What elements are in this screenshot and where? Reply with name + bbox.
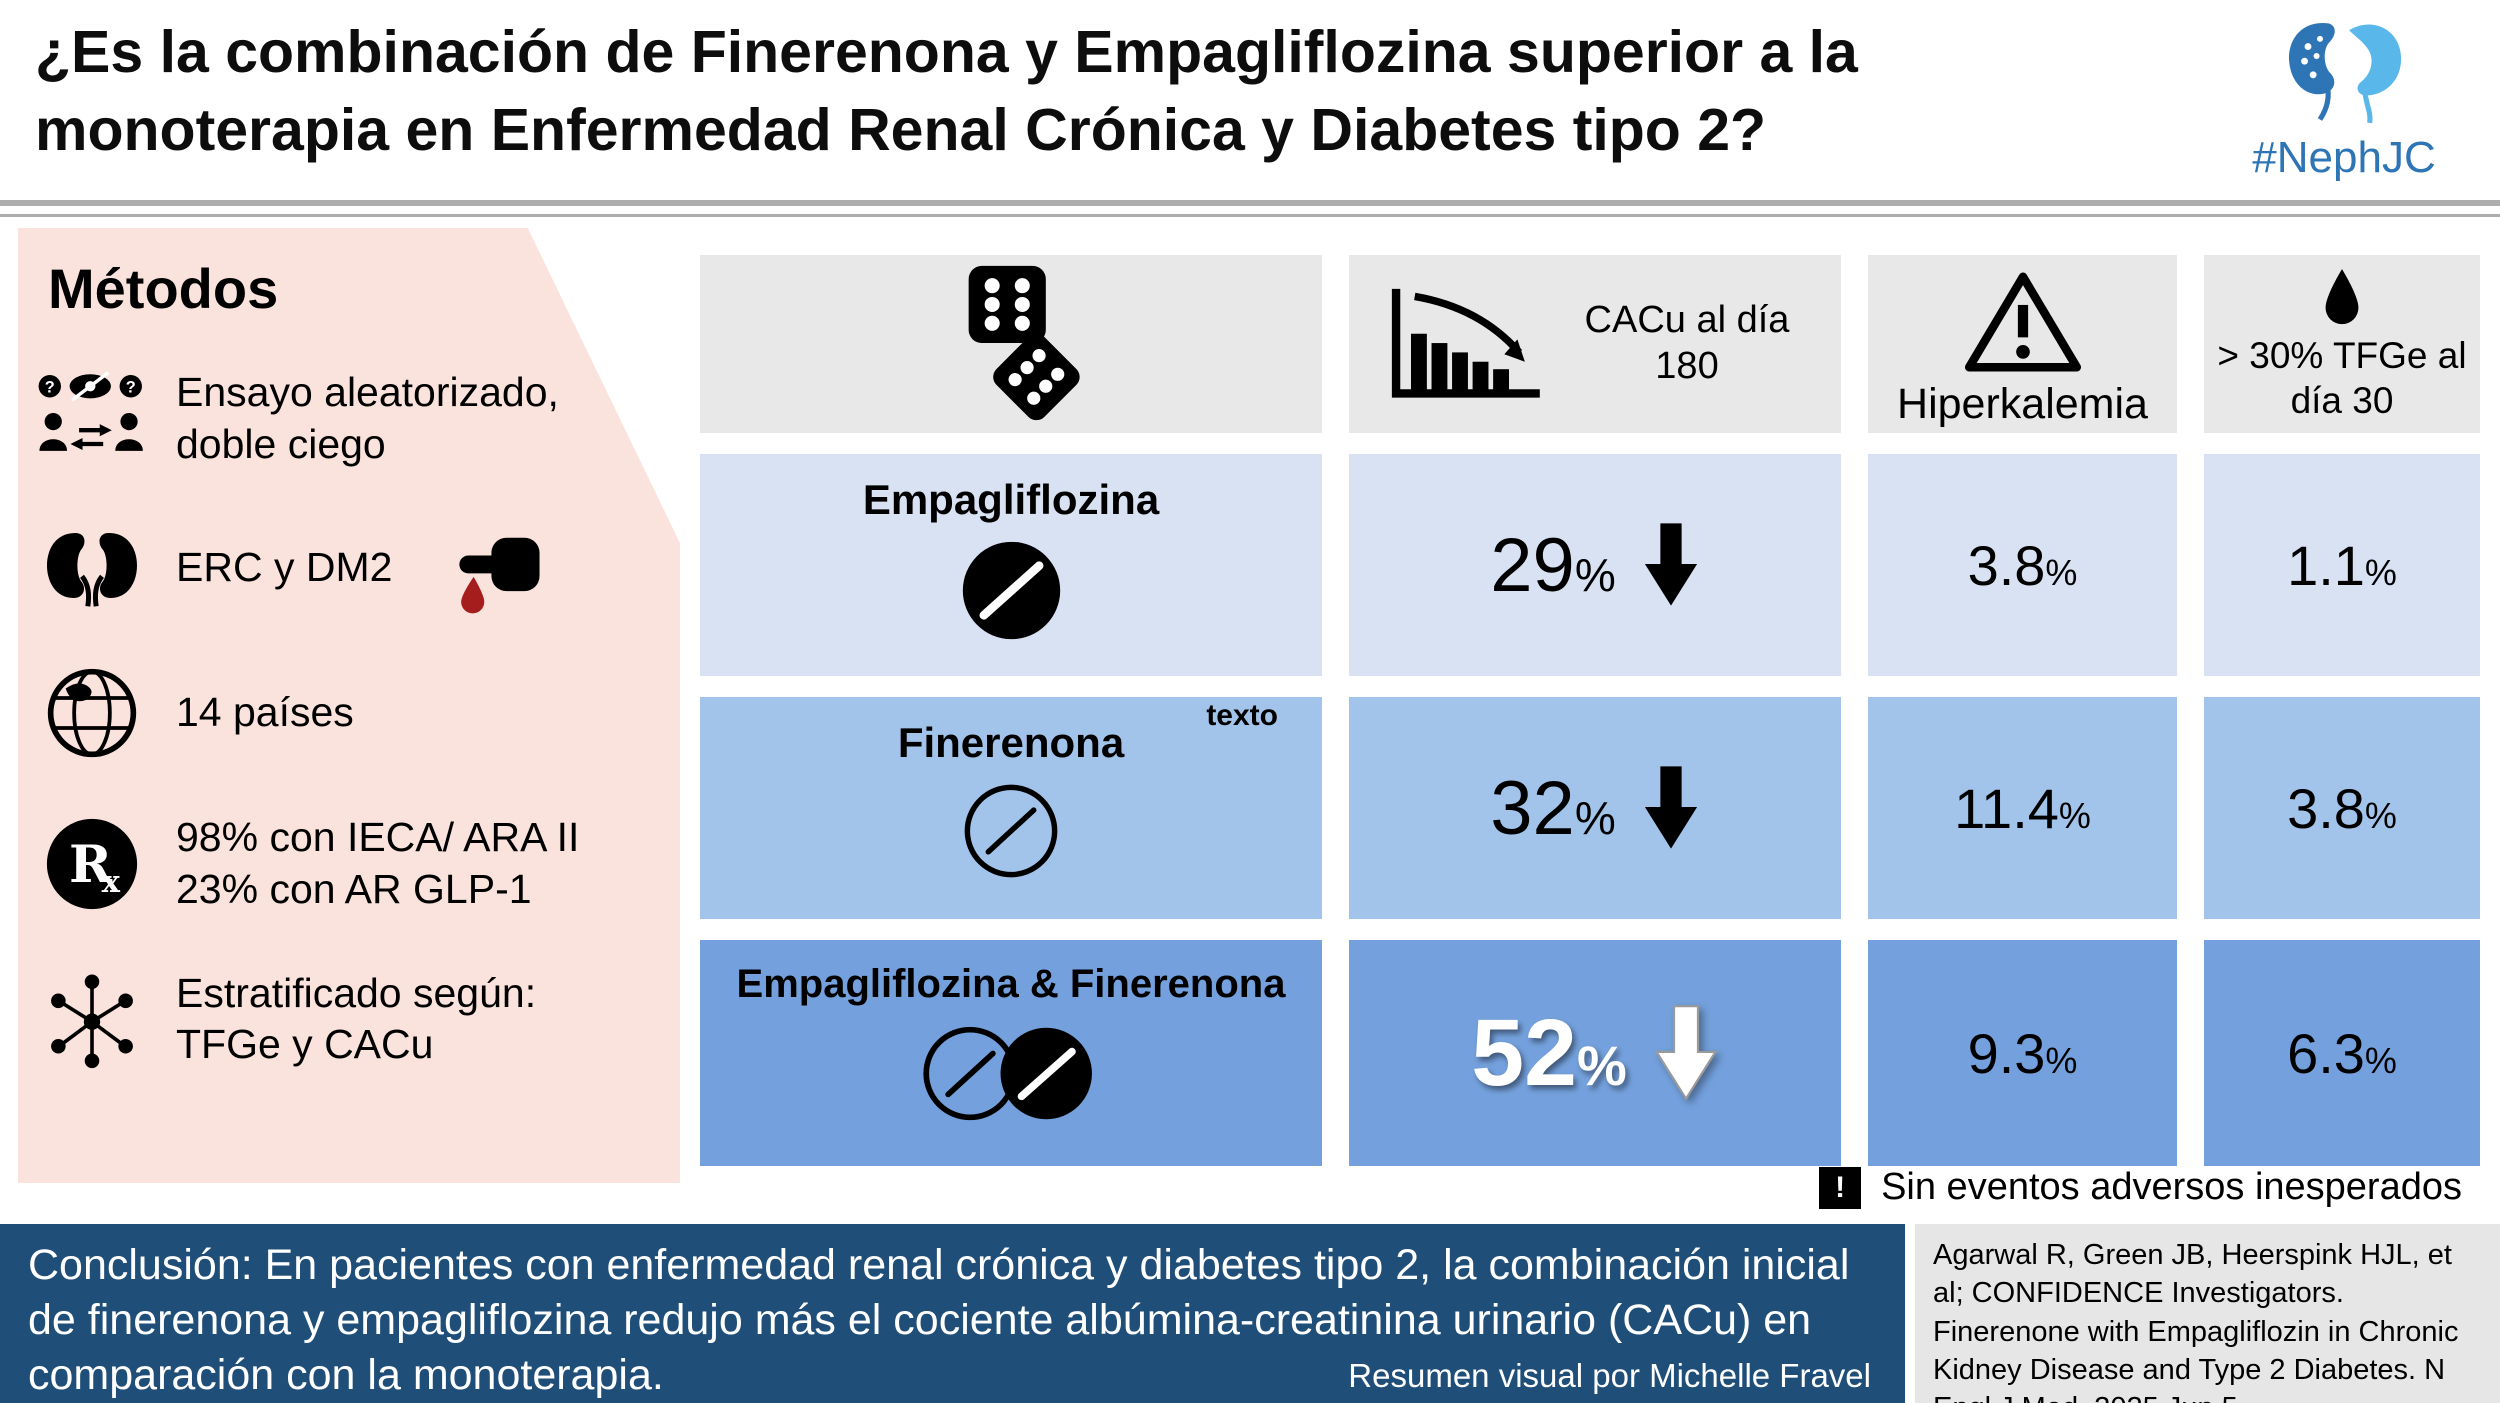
tfge-value: 1.1: [2287, 533, 2365, 597]
drug-name-label: Finerenona: [897, 719, 1125, 766]
row-combination-tfge: 6.3%: [2204, 940, 2480, 1166]
header-divider: [0, 200, 2500, 217]
method-text-randomized: Ensayo aleatorizado, doble ciego: [176, 369, 559, 467]
method-item-randomized: ? ? Ensayo aleatorizado, doble ciego: [36, 367, 664, 470]
header-label-cacu: CACu al día 180: [1584, 299, 1790, 387]
tfge-value: 3.8: [2287, 776, 2365, 840]
fingerprick-icon: [454, 522, 552, 614]
row-empagliflozin-name: Empagliflozina: [700, 454, 1322, 676]
percent-sign: %: [2045, 551, 2078, 593]
down-arrow-icon: [1644, 523, 1697, 606]
adverse-events-footnote: ! Sin eventos adversos inesperados: [1819, 1166, 2462, 1209]
percent-sign: %: [1574, 548, 1616, 601]
cacu-value: 29: [1490, 522, 1575, 608]
texto-note: texto: [1206, 699, 1278, 732]
nephjc-tag: #NephJC: [2252, 133, 2436, 182]
methods-panel: Métodos ? ?: [18, 228, 680, 1183]
method-text-stratification: Estratificado según: TFGe y CACu: [176, 969, 537, 1068]
percent-sign: %: [2045, 1039, 2078, 1081]
method-item-stratification: Estratificado según: TFGe y CACu: [36, 968, 664, 1071]
method-item-countries: 14 países: [36, 666, 664, 760]
randomized-trial-icon: ? ?: [36, 370, 148, 468]
drug-name-label: Empagliflozina & Finerenona: [736, 962, 1286, 1006]
header-cell-tfge: > 30% TFGe al día 30: [2204, 255, 2480, 433]
cacu-value: 32: [1490, 765, 1575, 851]
citation-box: Agarwal R, Green JB, Heerspink HJL, et a…: [1915, 1224, 2500, 1403]
drop-icon: [2325, 269, 2359, 325]
kidney-logo-icon: [2288, 23, 2402, 124]
method-text-background-therapy: 98% con IECA/ ARA II 23% con AR GLP-1: [176, 814, 580, 912]
row-combination-name: Empagliflozina & Finerenona: [700, 940, 1322, 1166]
header-label-tfge: > 30% TFGe al día 30: [2217, 334, 2467, 421]
conclusion-bar: Conclusión: En pacientes con enfermedad …: [0, 1224, 1905, 1403]
percent-sign: %: [1576, 1033, 1627, 1097]
conclusion-text: Conclusión: En pacientes con enfermedad …: [28, 1241, 1850, 1400]
pill-finerenone-icon: [964, 784, 1058, 878]
pill-empagliflozin-icon: [962, 541, 1060, 640]
row-combination-cacu: 52%: [1349, 940, 1841, 1166]
method-item-background-therapy: R x 98% con IECA/ ARA II 23% con AR GLP-…: [36, 812, 664, 915]
header-cell-cacu: CACu al día 180: [1349, 255, 1841, 433]
down-arrow-icon: [1654, 1005, 1718, 1101]
hyperkalemia-value: 3.8: [1967, 533, 2046, 597]
row-finerenone-cacu: 32%: [1349, 697, 1841, 919]
header-label-hyperkalemia: Hiperkalemia: [1897, 380, 2148, 428]
svg-text:?: ?: [45, 378, 55, 396]
percent-sign: %: [2364, 1039, 2397, 1081]
hyperkalemia-value: 11.4: [1954, 776, 2059, 840]
method-text-countries: 14 países: [176, 689, 354, 736]
row-empagliflozin-cacu: 29%: [1349, 454, 1841, 676]
svg-text:?: ?: [126, 378, 136, 396]
percent-sign: %: [2058, 794, 2091, 836]
down-arrow-icon: [1644, 766, 1697, 849]
footnote-text: Sin eventos adversos inesperados: [1881, 1166, 2462, 1208]
kidneys-icon: [36, 525, 148, 611]
hyperkalemia-value: 9.3: [1967, 1021, 2046, 1085]
header-cell-hyperkalemia: Hiperkalemia: [1868, 255, 2177, 433]
percent-sign: %: [1574, 791, 1616, 844]
svg-text:R: R: [69, 834, 113, 895]
percent-sign: %: [2364, 551, 2397, 593]
pill-combo-icon: [923, 1026, 1092, 1121]
row-finerenone-hyperkalemia: 11.4%: [1868, 697, 2177, 919]
stratification-icon: [36, 969, 148, 1069]
percent-sign: %: [2364, 794, 2397, 836]
rx-icon: R x: [36, 816, 148, 912]
drug-name-label: Empagliflozina: [862, 476, 1160, 523]
results-table: CACu al día 180 Hiperkalemia > 30% TFGe …: [700, 255, 2480, 1166]
row-finerenone-name: texto Finerenona: [700, 697, 1322, 919]
header-cell-arms: [700, 255, 1322, 433]
row-finerenone-tfge: 3.8%: [2204, 697, 2480, 919]
page-title: ¿Es la combinación de Finerenona y Empag…: [35, 19, 1858, 163]
row-empagliflozin-hyperkalemia: 3.8%: [1868, 454, 2177, 676]
dice-icon: [968, 265, 1080, 421]
cacu-value: 52: [1471, 999, 1577, 1106]
warning-icon: [1964, 272, 2081, 372]
row-empagliflozin-tfge: 1.1%: [2204, 454, 2480, 676]
methods-heading: Métodos: [48, 257, 279, 320]
alert-square-icon: !: [1819, 1166, 1862, 1209]
globe-icon: [36, 666, 148, 760]
method-item-population: ERC y DM2: [36, 522, 664, 614]
row-combination-hyperkalemia: 9.3%: [1868, 940, 2177, 1166]
nephjc-logo: #NephJC: [2224, 8, 2464, 183]
tfge-value: 6.3: [2287, 1021, 2365, 1085]
svg-text:x: x: [102, 864, 121, 900]
method-text-population: ERC y DM2: [176, 544, 393, 591]
declining-chart-icon: [1391, 288, 1540, 398]
credit-line: Resumen visual por Michelle Fravel: [1348, 1356, 1871, 1394]
